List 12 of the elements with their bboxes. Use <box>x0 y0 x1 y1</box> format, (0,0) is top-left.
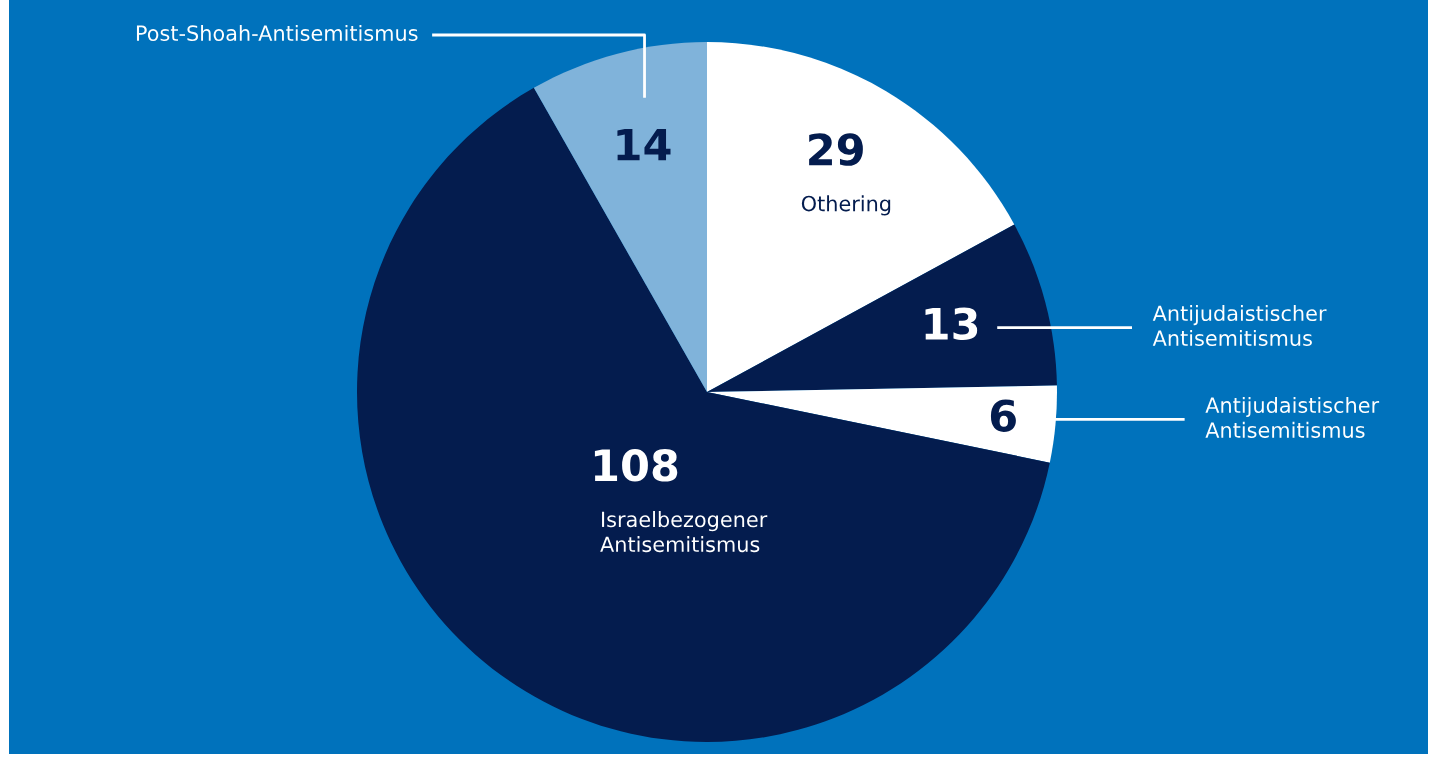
slice-label: Antijudaistischer Antisemitismus <box>1205 396 1380 438</box>
slice-label: Antijudaistischer Antisemitismus <box>1152 304 1327 347</box>
slice-label: Israelbezogener Antisemitismus <box>600 511 768 553</box>
data-label: 108 <box>594 449 678 482</box>
slice-label: Post-Shoah-Antisemitismus <box>136 24 418 42</box>
data-label: 13 <box>925 307 978 341</box>
pie-slice <box>533 42 707 392</box>
data-label: 14 <box>617 128 671 161</box>
pie-slice <box>707 42 1015 392</box>
data-label: 29 <box>809 133 863 166</box>
data-label: 6 <box>990 399 1016 432</box>
slice-label: Othering <box>801 195 891 216</box>
